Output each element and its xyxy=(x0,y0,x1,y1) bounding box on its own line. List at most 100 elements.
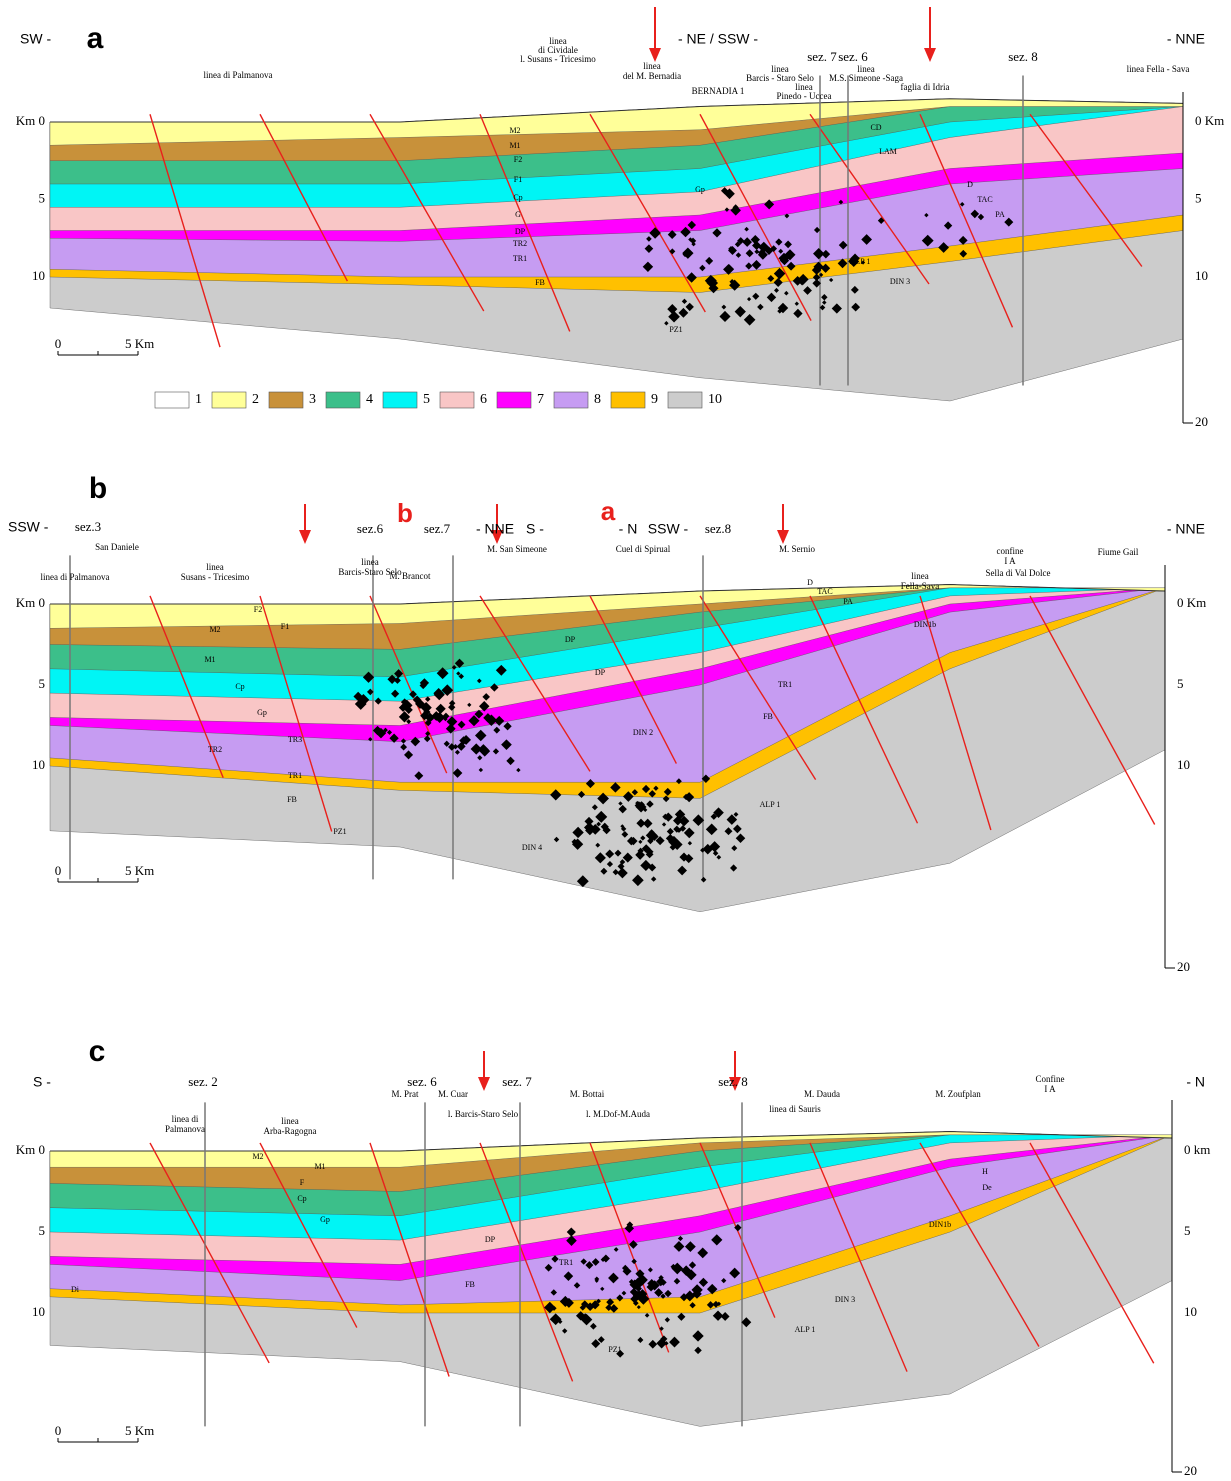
place-label: sez.6 xyxy=(357,521,384,536)
place-label: sez. 2 xyxy=(188,1074,218,1089)
unit-label: ALP 1 xyxy=(760,800,781,809)
panel-letter: a xyxy=(601,496,616,526)
unit-label: TR1 xyxy=(513,254,527,263)
arrow-head xyxy=(777,530,789,544)
unit-label: F1 xyxy=(281,622,289,631)
arrow-head xyxy=(924,48,936,62)
legend-swatch xyxy=(326,392,360,408)
arrow-head xyxy=(649,48,661,62)
place-label: Arba-Ragogna xyxy=(264,1126,317,1136)
legend-label: 9 xyxy=(651,392,658,407)
unit-label: FB xyxy=(535,278,545,287)
place-label: Confine xyxy=(1036,1074,1065,1084)
depth-label: 5 xyxy=(39,1223,46,1238)
place-label: - NE / SSW - xyxy=(678,31,758,47)
legend-label: 1 xyxy=(195,392,202,407)
depth-label: 0 Km xyxy=(1177,595,1206,610)
place-label: SSW - xyxy=(8,519,49,535)
depth-label: 20 xyxy=(1195,414,1208,429)
place-label: sez.3 xyxy=(75,519,101,534)
scale-label: 5 Km xyxy=(125,863,154,878)
unit-label: Di xyxy=(71,1285,80,1294)
unit-label: TAC xyxy=(977,195,992,204)
unit-label: TR1 xyxy=(288,771,302,780)
depth-label: Km 0 xyxy=(16,113,45,128)
figure: Km 05100 Km5102005 KmSW -a- NE / SSW -- … xyxy=(0,0,1231,1481)
place-label: M. Zoufplan xyxy=(935,1089,981,1099)
unit-label: F xyxy=(300,1178,305,1187)
unit-label: TR2 xyxy=(513,239,527,248)
legend-swatch xyxy=(383,392,417,408)
place-label: linea Fella - Sava xyxy=(1127,64,1190,74)
unit-label: Gp xyxy=(695,185,705,194)
unit-label: G xyxy=(515,210,521,219)
depth-label: 10 xyxy=(1195,268,1208,283)
legend-swatch xyxy=(155,392,189,408)
unit-label: TAC xyxy=(817,587,832,596)
legend-label: 7 xyxy=(537,392,544,407)
legend-swatch xyxy=(497,392,531,408)
place-label: sez. 7 xyxy=(807,49,837,64)
unit-label: Cp xyxy=(513,193,522,202)
place-label: linea di Palmanova xyxy=(41,572,110,582)
depth-label: 0 Km xyxy=(1195,113,1224,128)
place-label: linea di xyxy=(172,1114,199,1124)
place-label: M. San Simeone xyxy=(487,544,547,554)
unit-label: DIN 3 xyxy=(890,277,910,286)
legend-label: 2 xyxy=(252,392,259,407)
depth-label: 0 km xyxy=(1184,1142,1210,1157)
legend-label: 8 xyxy=(594,392,601,407)
place-label: l. M.Dof-M.Auda xyxy=(586,1109,650,1119)
place-label: Fiume Gail xyxy=(1098,547,1139,557)
unit-label: PZ1 xyxy=(333,827,346,836)
place-label: Susans - Tricesimo xyxy=(181,572,250,582)
place-label: - N xyxy=(619,521,638,537)
legend-swatch xyxy=(668,392,702,408)
place-label: I A xyxy=(1044,1084,1056,1094)
place-label: linea xyxy=(281,1116,299,1126)
unit-label: DP xyxy=(565,635,576,644)
unit-label: DIN 4 xyxy=(522,843,542,852)
place-label: M. Bottai xyxy=(570,1089,605,1099)
place-label: linea di Sauris xyxy=(769,1104,821,1114)
unit-label: FB xyxy=(763,712,773,721)
depth-label: 10 xyxy=(32,757,45,772)
legend-label: 3 xyxy=(309,392,316,407)
scale-label: 5 Km xyxy=(125,336,154,351)
place-label: linea di Palmanova xyxy=(204,70,273,80)
unit-label: Gp xyxy=(320,1215,330,1224)
unit-label: F2 xyxy=(514,155,522,164)
unit-label: F1 xyxy=(514,175,522,184)
place-label: Sella di Val Dolce xyxy=(985,568,1050,578)
unit-label: PZ1 xyxy=(669,325,682,334)
place-label: Palmanova xyxy=(165,1124,205,1134)
place-label: M. Dauda xyxy=(804,1089,840,1099)
legend-swatch xyxy=(611,392,645,408)
place-label: San Daniele xyxy=(95,542,139,552)
unit-label: PA xyxy=(995,210,1005,219)
place-label: - NNE xyxy=(1167,521,1205,537)
place-label: sez. 8 xyxy=(718,1074,748,1089)
unit-label: DIN1b xyxy=(929,1220,951,1229)
unit-label: LAM xyxy=(879,147,897,156)
unit-label: M2 xyxy=(252,1152,263,1161)
unit-label: DP xyxy=(485,1235,496,1244)
place-label: M. Brancot xyxy=(390,571,431,581)
depth-label: 10 xyxy=(32,268,45,283)
legend-label: 4 xyxy=(366,392,373,407)
arrow-head xyxy=(299,530,311,544)
unit-label: D xyxy=(967,180,973,189)
depth-label: 5 xyxy=(39,676,46,691)
unit-label: H xyxy=(982,1167,988,1176)
place-label: Fella-Sava xyxy=(901,581,940,591)
unit-label: TR2 xyxy=(208,745,222,754)
unit-label: TR1 xyxy=(778,680,792,689)
unit-label: TR3 xyxy=(288,735,302,744)
place-label: M. Prat xyxy=(392,1089,419,1099)
unit-label: DIN 3 xyxy=(835,1295,855,1304)
depth-label: 5 xyxy=(1177,676,1184,691)
legend-label: 6 xyxy=(480,392,487,407)
unit-label: M2 xyxy=(209,625,220,634)
depth-label: 5 xyxy=(1184,1223,1191,1238)
place-label: Cuel di Spirual xyxy=(616,544,671,554)
